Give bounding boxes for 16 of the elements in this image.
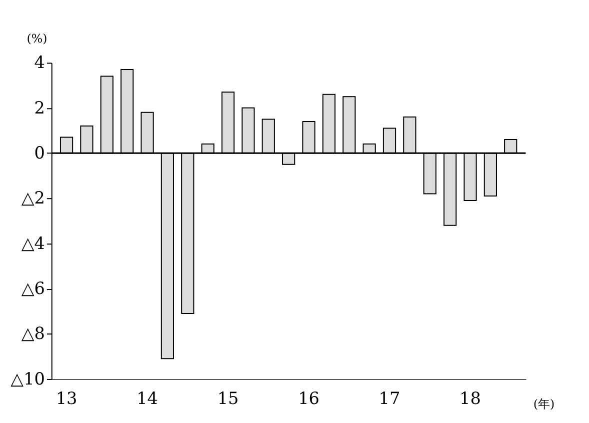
- x-tick-label: 15: [217, 388, 239, 408]
- y-tick-label: △6: [21, 278, 45, 298]
- y-axis-title: (%): [26, 31, 48, 46]
- x-axis-title: (年): [533, 397, 555, 412]
- y-tick-label: △10: [10, 368, 45, 388]
- x-tick-label: 17: [378, 388, 400, 408]
- y-tick-label: △4: [21, 232, 45, 253]
- y-tick-label: △8: [21, 323, 45, 344]
- y-tick-label: △2: [21, 188, 45, 208]
- x-tick-label: 13: [56, 388, 78, 408]
- x-tick-label: 16: [298, 388, 320, 408]
- x-tick-label: 14: [136, 388, 158, 408]
- y-tick-label: 0: [34, 142, 45, 163]
- x-tick-label: 18: [460, 388, 481, 408]
- y-tick-label: 4: [34, 52, 45, 72]
- y-tick-label: 2: [34, 97, 45, 118]
